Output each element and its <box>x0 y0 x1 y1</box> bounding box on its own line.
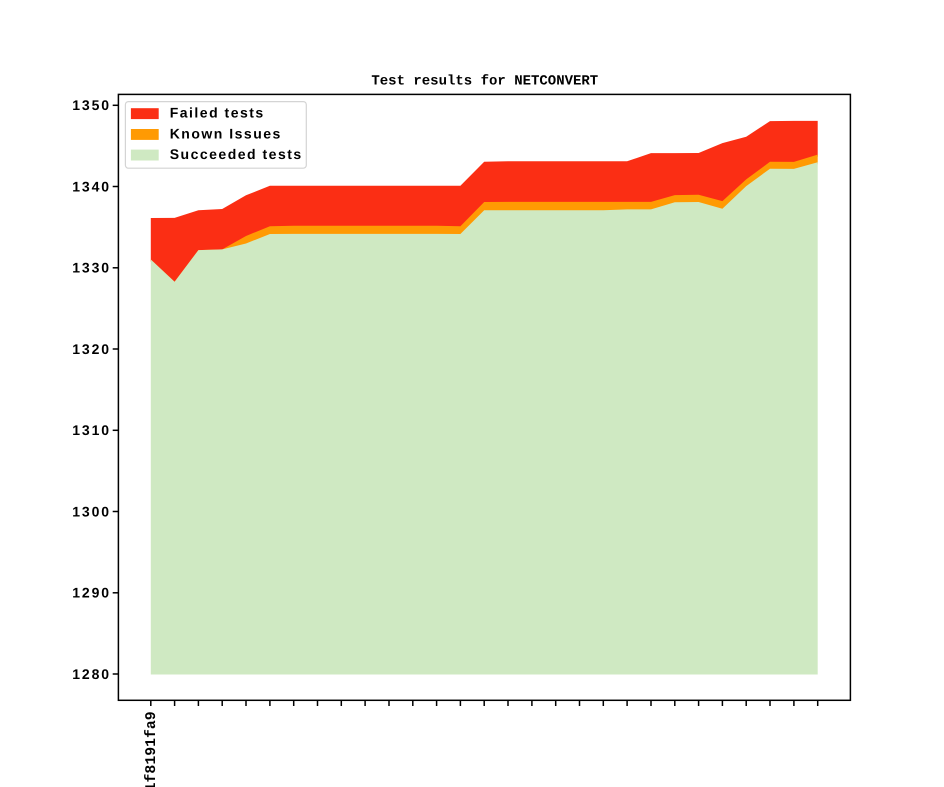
svg-text:Test results for NETCONVERT: Test results for NETCONVERT <box>371 74 598 90</box>
svg-text:-611f8191fa9: -611f8191fa9 <box>144 711 160 787</box>
svg-text:1290: 1290 <box>72 585 111 601</box>
svg-text:1300: 1300 <box>72 503 111 519</box>
svg-text:1340: 1340 <box>72 178 111 194</box>
svg-text:1320: 1320 <box>72 341 111 357</box>
svg-text:1310: 1310 <box>72 422 111 438</box>
svg-text:Failed tests: Failed tests <box>170 105 265 121</box>
svg-text:1280: 1280 <box>72 666 111 682</box>
svg-text:1350: 1350 <box>72 97 111 113</box>
svg-text:Succeeded tests: Succeeded tests <box>170 146 303 162</box>
svg-text:Known Issues: Known Issues <box>170 125 282 141</box>
svg-text:1330: 1330 <box>72 260 111 276</box>
